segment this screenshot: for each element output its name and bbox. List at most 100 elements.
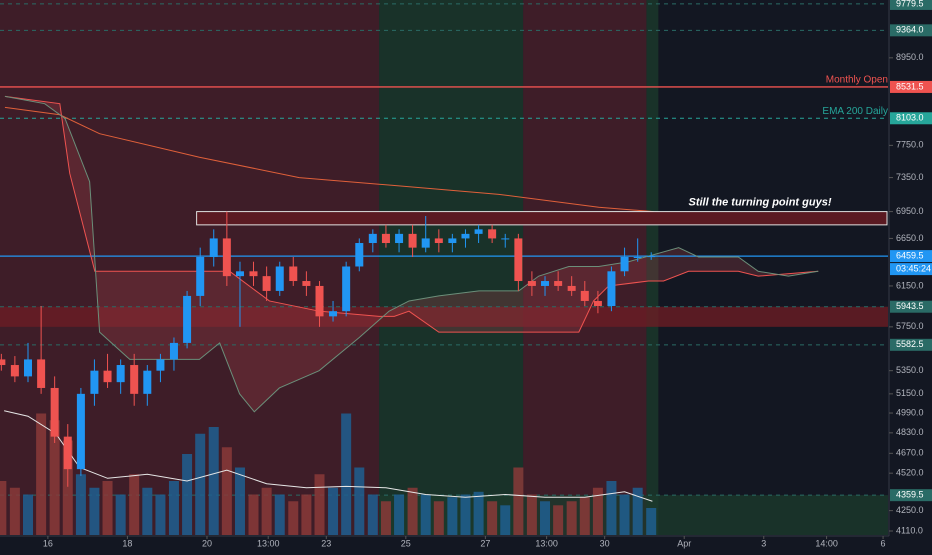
level-tag bbox=[890, 0, 932, 10]
level-tag-label: 4359.5 bbox=[896, 490, 924, 500]
candle-body bbox=[222, 238, 231, 277]
x-tick-label: 14:00 bbox=[815, 538, 838, 548]
candle-body bbox=[607, 271, 616, 307]
x-tick-label: 20 bbox=[202, 538, 212, 548]
candle-body bbox=[527, 281, 536, 286]
candle-body bbox=[209, 238, 218, 257]
x-tick-label: 25 bbox=[401, 538, 411, 548]
candle-body bbox=[315, 285, 324, 317]
candle-body bbox=[342, 266, 351, 312]
volume-bar bbox=[354, 467, 365, 535]
x-tick-label: 13:00 bbox=[535, 538, 558, 548]
candle-body bbox=[50, 387, 59, 437]
volume-bar bbox=[115, 494, 126, 535]
volume-bar bbox=[75, 474, 86, 535]
level-tag bbox=[890, 338, 932, 351]
volume-bar bbox=[102, 481, 113, 535]
volume-bar bbox=[500, 505, 511, 535]
volume-bar bbox=[646, 508, 657, 535]
line-span-a bbox=[4, 95, 819, 333]
candle-body bbox=[567, 285, 576, 291]
level-tag-label: 8531.5 bbox=[896, 81, 924, 91]
y-tick-label: 4830.0 bbox=[896, 427, 924, 437]
zone bbox=[379, 0, 524, 535]
volume-bar bbox=[526, 494, 537, 535]
candle-body bbox=[90, 370, 99, 394]
annotation-box bbox=[196, 211, 888, 226]
candle-body bbox=[329, 311, 338, 317]
volume-bar bbox=[447, 497, 458, 535]
candle-body bbox=[514, 238, 523, 282]
candle-body bbox=[156, 359, 165, 371]
x-tick-label: 27 bbox=[480, 538, 490, 548]
candle-body bbox=[262, 276, 271, 291]
y-tick-label: 4520.0 bbox=[896, 468, 924, 478]
volume-bar bbox=[142, 487, 153, 535]
x-tick-label: 13:00 bbox=[257, 538, 280, 548]
volume-bar bbox=[248, 494, 259, 535]
x-tick-label: 16 bbox=[43, 538, 53, 548]
level-tag-label: 5582.5 bbox=[896, 339, 924, 349]
level-band bbox=[0, 306, 888, 327]
volume-bar bbox=[208, 427, 219, 535]
level-name: Monthly Open bbox=[826, 75, 888, 86]
level-tag bbox=[890, 250, 932, 263]
volume-bar bbox=[129, 474, 140, 535]
cloud bbox=[4, 96, 819, 412]
volume-bar bbox=[433, 501, 444, 535]
x-tick-label: 3 bbox=[761, 538, 766, 548]
volume-bar bbox=[9, 487, 20, 535]
volume-bar bbox=[274, 494, 285, 535]
candle-body bbox=[275, 266, 284, 291]
y-tick-label: 5750.0 bbox=[896, 321, 924, 331]
volume-bar bbox=[261, 487, 272, 535]
volume-bar bbox=[89, 487, 100, 535]
candle-body bbox=[488, 229, 497, 239]
volume-bar bbox=[579, 497, 590, 535]
volume-bar bbox=[155, 494, 166, 535]
volume-bar bbox=[394, 494, 405, 535]
candle-body bbox=[461, 233, 470, 239]
y-tick-label: 4990.0 bbox=[896, 407, 924, 417]
level-tag bbox=[890, 24, 932, 37]
candle-body bbox=[76, 393, 85, 470]
level-name: EMA 200 Daily bbox=[822, 106, 888, 117]
candle-body bbox=[421, 238, 430, 248]
annotation-text: Still the turning point guys! bbox=[689, 197, 832, 209]
candle-body bbox=[23, 359, 32, 377]
candle-body bbox=[633, 256, 642, 258]
y-tick-label: 5350.0 bbox=[896, 365, 924, 375]
volume-bar bbox=[301, 494, 312, 535]
candle-body bbox=[395, 233, 404, 244]
candle-body bbox=[235, 271, 244, 277]
y-tick-label: 4670.0 bbox=[896, 448, 924, 458]
volume-bar bbox=[22, 494, 33, 535]
candle-body bbox=[130, 365, 139, 394]
y-tick-label: 7750.0 bbox=[896, 140, 924, 150]
candle-body bbox=[249, 271, 258, 277]
line-ema bbox=[4, 106, 654, 213]
candle-body bbox=[541, 281, 550, 286]
volume-bar bbox=[328, 487, 339, 535]
volume-bar bbox=[182, 454, 193, 535]
candle-body bbox=[355, 243, 364, 267]
x-tick-label: 6 bbox=[881, 538, 886, 548]
volume-bar bbox=[540, 501, 551, 535]
volume-bar bbox=[632, 487, 643, 535]
candle-body bbox=[580, 290, 589, 301]
candle-body bbox=[501, 238, 510, 240]
countdown-tag bbox=[890, 263, 932, 276]
candle-body bbox=[143, 370, 152, 394]
x-tick-label: 18 bbox=[122, 538, 132, 548]
line-span-b bbox=[4, 95, 819, 413]
y-tick-label: 4110.0 bbox=[896, 525, 923, 535]
level-tag bbox=[890, 112, 932, 125]
candle-body bbox=[289, 266, 298, 282]
candle-body bbox=[381, 233, 390, 244]
level-tag bbox=[890, 80, 932, 93]
volume-bar bbox=[195, 433, 206, 535]
candle-body bbox=[169, 342, 178, 360]
volume-bar bbox=[221, 447, 232, 535]
zone bbox=[646, 0, 659, 535]
